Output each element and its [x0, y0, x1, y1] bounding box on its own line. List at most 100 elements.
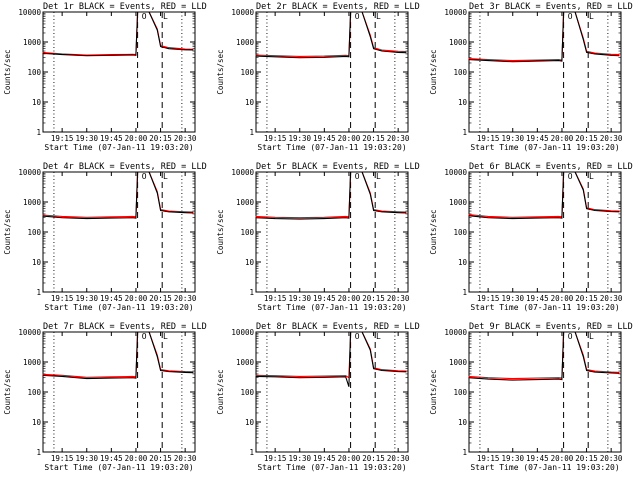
x-tick-label: 19:45	[100, 294, 123, 303]
x-tick-label: 19:15	[477, 454, 500, 463]
x-tick-label: 20:00	[338, 134, 361, 143]
y-tick-label: 100	[453, 68, 467, 77]
y-tick-label: 10	[245, 418, 255, 427]
x-tick-label: 19:15	[264, 454, 287, 463]
panel-title: Det 2r BLACK = Events, RED = LLD	[256, 2, 420, 12]
x-tick-label: 19:30	[288, 134, 311, 143]
x-tick-label: 20:15	[149, 134, 172, 143]
x-tick-label: 19:30	[288, 294, 311, 303]
x-axis-label: Start Time (07-Jan-11 19:03:20)	[44, 303, 193, 312]
y-tick-label: 10000	[231, 328, 254, 337]
x-axis-label: Start Time (07-Jan-11 19:03:20)	[257, 143, 406, 152]
x-tick-label: 20:15	[149, 454, 172, 463]
x-tick-label: 20:30	[174, 294, 197, 303]
x-tick-label: 20:30	[600, 454, 623, 463]
marker-l: L	[376, 332, 381, 341]
x-tick-label: 19:30	[501, 454, 524, 463]
marker-l: L	[589, 332, 594, 341]
y-tick-label: 1000	[23, 38, 42, 47]
y-tick-label: 1000	[449, 198, 468, 207]
x-tick-label: 19:45	[526, 134, 549, 143]
events-series-line	[255, 331, 407, 387]
y-tick-label: 10	[458, 418, 468, 427]
y-tick-label: 100	[27, 228, 41, 237]
detector-panel: Det 7r BLACK = Events, RED = LLD 1 10 100 10…	[3, 322, 207, 472]
x-tick-label: 19:45	[313, 454, 336, 463]
x-axis-label: Start Time (07-Jan-11 19:03:20)	[470, 463, 619, 472]
panel-title: Det 7r BLACK = Events, RED = LLD	[43, 322, 207, 332]
y-tick-label: 10	[245, 98, 255, 107]
x-tick-label: 20:15	[362, 134, 385, 143]
y-tick-label: 1000	[23, 198, 42, 207]
y-tick-label: 1000	[236, 198, 255, 207]
x-tick-label: 20:30	[600, 294, 623, 303]
y-tick-label: 10	[458, 258, 468, 267]
panel-title: Det 3r BLACK = Events, RED = LLD	[469, 2, 633, 12]
y-tick-label: 100	[453, 228, 467, 237]
marker-o: O	[568, 172, 573, 181]
panel-title: Det 4r BLACK = Events, RED = LLD	[43, 162, 207, 172]
events-series-line	[255, 11, 407, 59]
x-tick-label: 19:15	[264, 294, 287, 303]
marker-l: L	[376, 12, 381, 21]
detector-panel: Det 8r BLACK = Events, RED = LLD 1 10 100 10…	[216, 322, 420, 472]
y-axis-label: Counts/sec	[429, 209, 438, 254]
x-tick-label: 20:15	[362, 294, 385, 303]
marker-l: L	[589, 172, 594, 181]
x-axis-label: Start Time (07-Jan-11 19:03:20)	[257, 303, 406, 312]
y-tick-label: 1	[36, 288, 41, 297]
y-tick-label: 10000	[18, 8, 41, 17]
y-tick-label: 100	[27, 68, 41, 77]
y-axis-label: Counts/sec	[216, 49, 225, 94]
y-tick-label: 10000	[18, 328, 41, 337]
x-tick-label: 19:15	[51, 294, 74, 303]
y-tick-label: 100	[240, 68, 254, 77]
x-axis-label: Start Time (07-Jan-11 19:03:20)	[470, 303, 619, 312]
y-tick-label: 1000	[449, 358, 468, 367]
y-tick-label: 10000	[231, 8, 254, 17]
x-axis-label: Start Time (07-Jan-11 19:03:20)	[44, 143, 193, 152]
y-tick-label: 1	[249, 288, 254, 297]
y-tick-label: 10000	[18, 168, 41, 177]
detector-panel: Det 4r BLACK = Events, RED = LLD 1 10 100 10…	[3, 162, 207, 312]
y-tick-label: 10000	[444, 168, 467, 177]
events-series-line	[468, 11, 620, 63]
x-tick-label: 20:15	[575, 294, 598, 303]
x-tick-label: 19:30	[75, 134, 98, 143]
panel-title: Det 8r BLACK = Events, RED = LLD	[256, 322, 420, 332]
y-tick-label: 10000	[231, 168, 254, 177]
marker-o: O	[355, 332, 360, 341]
x-tick-label: 19:45	[526, 454, 549, 463]
y-tick-label: 1	[249, 128, 254, 137]
panel-title: Det 5r BLACK = Events, RED = LLD	[256, 162, 420, 172]
marker-l: L	[163, 332, 168, 341]
y-tick-label: 1	[36, 128, 41, 137]
x-tick-label: 20:30	[387, 294, 410, 303]
marker-l: L	[589, 12, 594, 21]
x-tick-label: 19:15	[477, 294, 500, 303]
x-tick-label: 19:30	[288, 454, 311, 463]
x-tick-label: 20:30	[600, 134, 623, 143]
y-tick-label: 100	[27, 388, 41, 397]
y-axis-label: Counts/sec	[3, 209, 12, 254]
x-axis-label: Start Time (07-Jan-11 19:03:20)	[257, 463, 406, 472]
y-tick-label: 1	[462, 128, 467, 137]
x-tick-label: 20:00	[125, 294, 148, 303]
x-tick-label: 20:00	[551, 294, 574, 303]
marker-o: O	[355, 12, 360, 21]
detector-panel: Det 9r BLACK = Events, RED = LLD 1 10 100 10…	[429, 322, 633, 472]
y-axis-label: Counts/sec	[216, 209, 225, 254]
y-tick-label: 10	[458, 98, 468, 107]
y-axis-label: Counts/sec	[3, 49, 12, 94]
events-series-line	[468, 331, 620, 381]
y-tick-label: 1000	[449, 38, 468, 47]
x-tick-label: 20:30	[174, 134, 197, 143]
y-axis-label: Counts/sec	[3, 369, 12, 414]
y-tick-label: 1	[249, 448, 254, 457]
detector-panel: Det 3r BLACK = Events, RED = LLD 1 10 100 10…	[429, 2, 633, 152]
x-tick-label: 19:15	[264, 134, 287, 143]
marker-o: O	[568, 12, 573, 21]
marker-l: L	[163, 172, 168, 181]
detector-panel: Det 1r BLACK = Events, RED = LLD 1 10 100 10…	[3, 2, 207, 152]
x-tick-label: 19:30	[501, 294, 524, 303]
